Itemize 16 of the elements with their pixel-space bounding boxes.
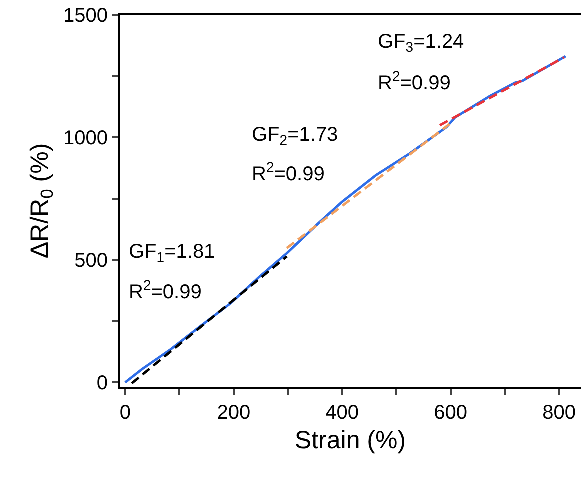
y-tick-label: 500 bbox=[74, 250, 108, 272]
x-axis-title: Strain (%) bbox=[294, 426, 406, 454]
annotation: R$^{2}$=0.99 bbox=[252, 159, 325, 186]
annotation: GF$_{1}$=1.81 bbox=[129, 241, 216, 266]
annotation: GF$_{2}$=1.73 bbox=[252, 124, 338, 148]
y-tick-label: 0 bbox=[96, 372, 108, 395]
x-tick-label: 400 bbox=[326, 402, 360, 424]
x-tick-label: 600 bbox=[434, 402, 468, 424]
y-tick-label: 1000 bbox=[64, 128, 108, 150]
annotation: R$^{2}$=0.99 bbox=[129, 277, 202, 304]
x-tick-label: 800 bbox=[542, 402, 576, 424]
annotation: R$^{2}$=0.99 bbox=[378, 68, 451, 94]
y-tick-label: 1500 bbox=[64, 5, 108, 27]
x-tick-label: 200 bbox=[217, 402, 251, 424]
x-tick-label: 0 bbox=[120, 402, 131, 424]
annotation: GF$_{3}$=1.24 bbox=[378, 31, 464, 56]
